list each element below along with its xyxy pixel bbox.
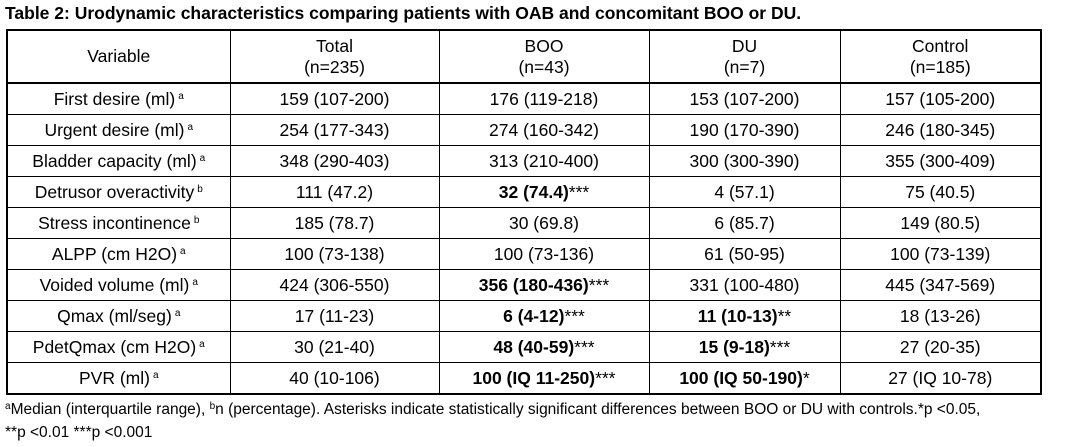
table-row: First desire (ml) a 159 (107-200) 176 (119-… [6, 82, 1042, 115]
cell-boo: 6 (4-12)*** [438, 300, 650, 332]
table-body: First desire (ml) a 159 (107-200) 176 (119-… [6, 82, 1042, 395]
header-boo: BOO (n=43) [438, 29, 650, 84]
table-row: Detrusor overactivity b 111 (47.2) 32 (74.4… [6, 176, 1042, 208]
cell-total: 159 (107-200) [229, 82, 440, 115]
header-du: DU (n=7) [648, 29, 841, 84]
cell-du: 6 (85.7) [648, 207, 841, 239]
cell-control: 18 (13-26) [839, 300, 1042, 332]
row-label: ALPP (cm H2O) a [6, 238, 231, 270]
cell-control: 355 (300-409) [839, 145, 1042, 177]
cell-du: 61 (50-95) [648, 238, 841, 270]
cell-boo: 100 (73-136) [438, 238, 650, 270]
table-row: ALPP (cm H2O) a 100 (73-138) 100 (73-136) 61… [6, 238, 1042, 270]
header-variable: Variable [6, 29, 231, 84]
cell-control: 100 (73-139) [839, 238, 1042, 270]
row-label: Voided volume (ml) a [6, 269, 231, 301]
cell-boo: 100 (IQ 11-250)*** [438, 362, 650, 395]
cell-du: 331 (100-480) [648, 269, 841, 301]
row-label: Bladder capacity (ml) a [6, 145, 231, 177]
cell-boo: 176 (119-218) [438, 82, 650, 115]
cell-total: 348 (290-403) [229, 145, 440, 177]
cell-control: 27 (20-35) [839, 331, 1042, 363]
cell-total: 17 (11-23) [229, 300, 440, 332]
row-label: PdetQmax (cm H2O) a [6, 331, 231, 363]
table-row: Stress incontinence b 185 (78.7) 30 (69.8) 6… [6, 207, 1042, 239]
table-row: PVR (ml) a 40 (10-106) 100 (IQ 11-250)*** 10… [6, 362, 1042, 395]
row-label: Urgent desire (ml) a [6, 114, 231, 146]
cell-total: 424 (306-550) [229, 269, 440, 301]
header-row: Variable Total (n=235) BOO (n=43) DU (n=7) … [6, 29, 1042, 84]
row-label: Qmax (ml/seg) a [6, 300, 231, 332]
table-row: Qmax (ml/seg) a 17 (11-23) 6 (4-12)*** 11 (1… [6, 300, 1042, 332]
table-row: Urgent desire (ml) a 254 (177-343) 274 (160… [6, 114, 1042, 146]
cell-control: 149 (80.5) [839, 207, 1042, 239]
cell-total: 40 (10-106) [229, 362, 440, 395]
row-label: First desire (ml) a [6, 82, 231, 115]
cell-boo: 356 (180-436)*** [438, 269, 650, 301]
header-total: Total (n=235) [229, 29, 440, 84]
cell-du: 100 (IQ 50-190)* [648, 362, 841, 395]
cell-boo: 30 (69.8) [438, 207, 650, 239]
cell-control: 157 (105-200) [839, 82, 1042, 115]
row-label: Stress incontinence b [6, 207, 231, 239]
cell-control: 246 (180-345) [839, 114, 1042, 146]
cell-du: 4 (57.1) [648, 176, 841, 208]
cell-control: 27 (IQ 10-78) [839, 362, 1042, 395]
cell-du: 190 (170-390) [648, 114, 841, 146]
cell-du: 11 (10-13)** [648, 300, 841, 332]
cell-du: 300 (300-390) [648, 145, 841, 177]
table-row: Bladder capacity (ml) a 348 (290-403) 313 (… [6, 145, 1042, 177]
row-label: PVR (ml) a [6, 362, 231, 395]
cell-du: 15 (9-18)*** [648, 331, 841, 363]
row-label: Detrusor overactivity b [6, 176, 231, 208]
table-row: PdetQmax (cm H2O) a 30 (21-40) 48 (40-59)**… [6, 331, 1042, 363]
table-caption: Table 2: Urodynamic characteristics comp… [5, 3, 802, 23]
header-control: Control (n=185) [839, 29, 1042, 84]
table-footnote: aMedian (interquartile range), bn (perce… [5, 401, 981, 441]
cell-du: 153 (107-200) [648, 82, 841, 115]
cell-total: 254 (177-343) [229, 114, 440, 146]
cell-boo: 313 (210-400) [438, 145, 650, 177]
cell-total: 185 (78.7) [229, 207, 440, 239]
table-row: Voided volume (ml) a 424 (306-550) 356 (180… [6, 269, 1042, 301]
cell-total: 111 (47.2) [229, 176, 440, 208]
urodynamic-table: Variable Total (n=235) BOO (n=43) DU (n=7) … [6, 29, 1042, 395]
cell-boo: 32 (74.4)*** [438, 176, 650, 208]
cell-total: 30 (21-40) [229, 331, 440, 363]
cell-control: 75 (40.5) [839, 176, 1042, 208]
cell-boo: 274 (160-342) [438, 114, 650, 146]
cell-total: 100 (73-138) [229, 238, 440, 270]
cell-control: 445 (347-569) [839, 269, 1042, 301]
cell-boo: 48 (40-59)*** [438, 331, 650, 363]
